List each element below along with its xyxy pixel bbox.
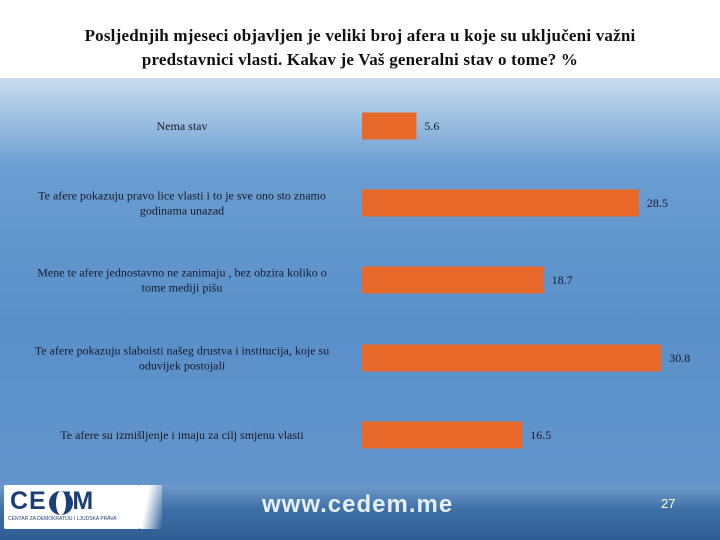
value-label-1: 28.5 [647, 196, 668, 210]
category-label-3: Te afere pokazuju slaboisti našeg drustv… [35, 344, 329, 373]
bar-0 [362, 112, 417, 140]
value-label-2: 18.7 [552, 273, 573, 287]
bar-2 [362, 266, 544, 294]
cedem-logo: CE EM CENTAR ZA DEMOKRATIJU I LJUDSKA PR… [4, 485, 140, 529]
category-label-4: Te afere su izmišljenje i imaju za cilj … [60, 428, 304, 442]
page-number: 27 [661, 496, 676, 511]
bar-4 [362, 421, 523, 449]
category-label-0: Nema stav [157, 119, 208, 133]
category-label-2: Mene te afere jednostavno ne zanimaju , … [37, 266, 327, 295]
bar-3 [362, 344, 662, 372]
website-url[interactable]: www.cedem.me [262, 491, 454, 518]
bar-1 [362, 189, 639, 217]
value-label-4: 16.5 [530, 428, 551, 442]
title-line-2: predstavnici vlasti. Kakav je Vaš genera… [141, 50, 579, 69]
value-label-0: 5.6 [424, 119, 439, 133]
logo-emblem-icon [49, 491, 73, 515]
category-label-1: Te afere pokazuju pravo lice vlasti i to… [38, 189, 326, 218]
title-line-1: Posljednjih mjeseci objavljen je veliki … [84, 26, 636, 45]
plot-area: 5.6 Nema stav 28.5 Te afere pokazuju pravo … [0, 78, 720, 485]
logo-subtext: CENTAR ZA DEMOKRATIJU I LJUDSKA PRAVA [8, 516, 117, 522]
footer-bar: CE EM CENTAR ZA DEMOKRATIJU I LJUDSKA PR… [0, 485, 720, 540]
bar-chart: 5.6 Nema stav 28.5 Te afere pokazuju pravo … [35, 112, 690, 449]
chart-title: Posljednjih mjeseci objavljen je veliki … [0, 0, 720, 78]
value-label-3: 30.8 [669, 351, 690, 365]
logo-fade [140, 485, 162, 529]
